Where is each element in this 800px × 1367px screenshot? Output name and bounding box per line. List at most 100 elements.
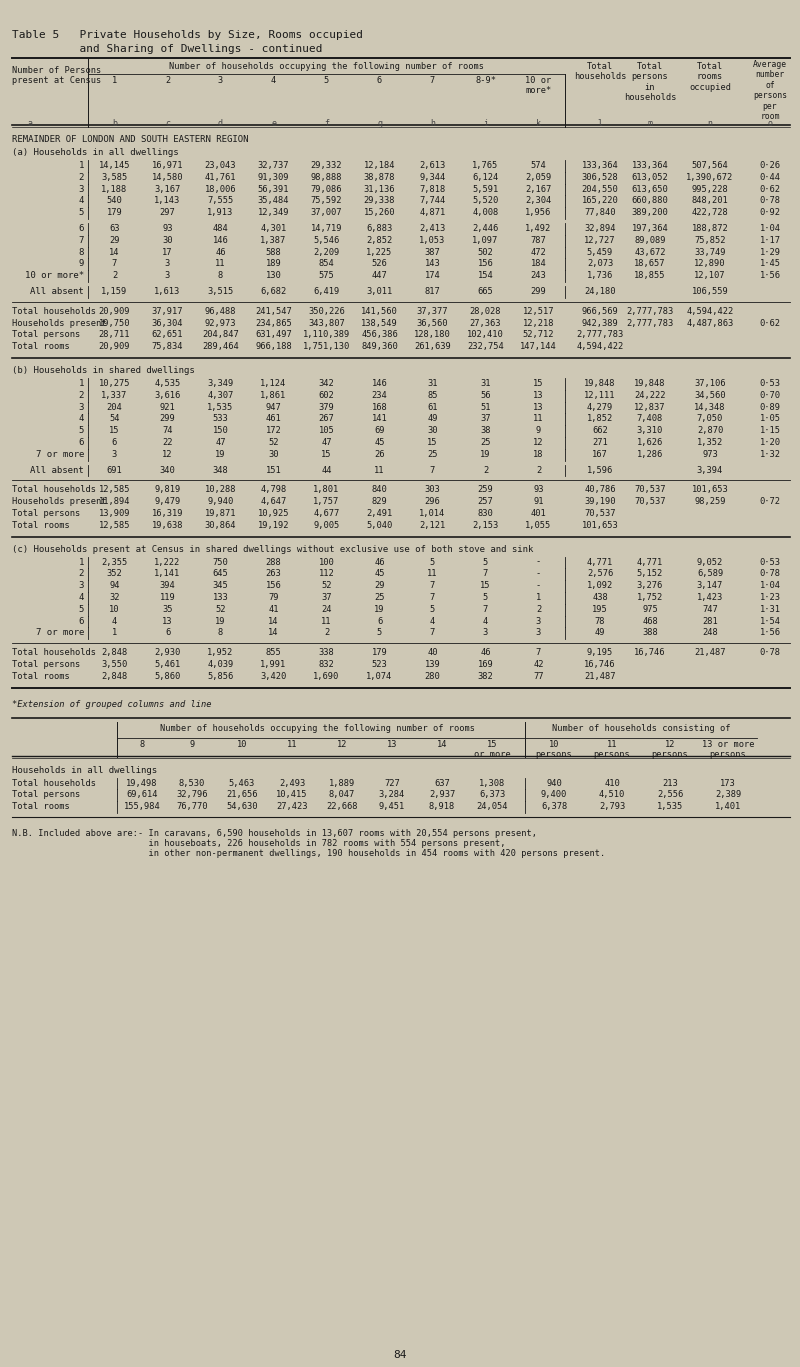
Text: 830: 830 (478, 509, 494, 518)
Text: 188,872: 188,872 (692, 224, 728, 232)
Text: 14: 14 (268, 629, 278, 637)
Text: 12,107: 12,107 (694, 271, 726, 280)
Text: 0·62: 0·62 (759, 319, 781, 328)
Text: 9,451: 9,451 (379, 802, 405, 811)
Text: 1,952: 1,952 (207, 648, 234, 658)
Text: 6: 6 (377, 617, 382, 626)
Text: 14: 14 (268, 617, 278, 626)
Text: 2: 2 (165, 77, 170, 85)
Text: 46: 46 (374, 558, 385, 566)
Text: 37,007: 37,007 (310, 208, 342, 217)
Text: 2,304: 2,304 (526, 197, 552, 205)
Text: 49: 49 (427, 414, 438, 424)
Text: 12,585: 12,585 (98, 521, 130, 530)
Text: 303: 303 (425, 485, 440, 495)
Text: 343,807: 343,807 (308, 319, 345, 328)
Text: 1: 1 (112, 77, 117, 85)
Text: 42: 42 (534, 660, 544, 668)
Text: 1,390,672: 1,390,672 (686, 172, 734, 182)
Text: 69,614: 69,614 (126, 790, 158, 800)
Text: 13: 13 (534, 403, 544, 411)
Text: 11: 11 (427, 570, 438, 578)
Text: 56,391: 56,391 (258, 185, 290, 194)
Text: 70,537: 70,537 (634, 485, 666, 495)
Text: 45: 45 (374, 570, 385, 578)
Text: 2,576: 2,576 (587, 570, 613, 578)
Text: 306,528: 306,528 (582, 172, 618, 182)
Text: 3: 3 (483, 629, 488, 637)
Text: 24,222: 24,222 (634, 391, 666, 399)
Text: 1: 1 (78, 558, 84, 566)
Text: 9: 9 (536, 427, 541, 435)
Text: 5,520: 5,520 (472, 197, 498, 205)
Text: 4,039: 4,039 (207, 660, 234, 668)
Text: 15: 15 (480, 581, 490, 591)
Text: 1·56: 1·56 (759, 629, 781, 637)
Text: 32,737: 32,737 (258, 161, 290, 170)
Text: 78: 78 (594, 617, 606, 626)
Text: 19,750: 19,750 (98, 319, 130, 328)
Text: 133: 133 (213, 593, 228, 601)
Text: Total households: Total households (12, 779, 96, 787)
Text: a: a (27, 119, 33, 128)
Text: 456,386: 456,386 (361, 331, 398, 339)
Text: 154: 154 (478, 271, 494, 280)
Text: 79: 79 (268, 593, 278, 601)
Text: 12,890: 12,890 (694, 260, 726, 268)
Text: 27,423: 27,423 (276, 802, 308, 811)
Text: 4,307: 4,307 (207, 391, 234, 399)
Text: 74: 74 (162, 427, 173, 435)
Text: 9,479: 9,479 (154, 498, 181, 506)
Text: 49: 49 (594, 629, 606, 637)
Text: 93: 93 (534, 485, 544, 495)
Text: 13 or more
persons: 13 or more persons (702, 740, 754, 759)
Text: 10,288: 10,288 (205, 485, 236, 495)
Text: 62,651: 62,651 (152, 331, 183, 339)
Text: Total
households: Total households (574, 62, 626, 82)
Text: 849,360: 849,360 (361, 342, 398, 351)
Text: 1,535: 1,535 (657, 802, 683, 811)
Text: b: b (112, 119, 117, 128)
Text: 2: 2 (78, 172, 84, 182)
Text: 0·78: 0·78 (759, 648, 781, 658)
Text: 23,043: 23,043 (205, 161, 236, 170)
Text: 151: 151 (266, 466, 282, 474)
Text: 20,909: 20,909 (98, 306, 130, 316)
Text: Average
number
of
persons
per
room: Average number of persons per room (753, 60, 787, 122)
Text: 92,973: 92,973 (205, 319, 236, 328)
Text: 3,515: 3,515 (207, 287, 234, 297)
Text: 197,364: 197,364 (632, 224, 668, 232)
Text: 942,389: 942,389 (582, 319, 618, 328)
Text: 1·17: 1·17 (759, 235, 781, 245)
Text: 2,413: 2,413 (419, 224, 446, 232)
Text: 10,415: 10,415 (276, 790, 308, 800)
Text: 1,913: 1,913 (207, 208, 234, 217)
Text: 2,870: 2,870 (697, 427, 723, 435)
Text: 1,143: 1,143 (154, 197, 181, 205)
Text: All absent: All absent (30, 287, 84, 297)
Text: 19: 19 (480, 450, 490, 459)
Text: 5,461: 5,461 (154, 660, 181, 668)
Text: 352: 352 (106, 570, 122, 578)
Text: 1,956: 1,956 (526, 208, 552, 217)
Text: 281: 281 (702, 617, 718, 626)
Text: 5,463: 5,463 (229, 779, 255, 787)
Text: 174: 174 (425, 271, 440, 280)
Text: 38: 38 (480, 427, 490, 435)
Text: 3: 3 (536, 617, 541, 626)
Text: 7: 7 (78, 235, 84, 245)
Text: 25: 25 (427, 450, 438, 459)
Text: 15,260: 15,260 (364, 208, 395, 217)
Text: 105: 105 (318, 427, 334, 435)
Text: 1: 1 (78, 161, 84, 170)
Text: 14: 14 (437, 740, 447, 749)
Text: 1,097: 1,097 (472, 235, 498, 245)
Text: Households in all dwellings: Households in all dwellings (12, 766, 157, 775)
Text: 10: 10 (110, 604, 120, 614)
Text: 36,560: 36,560 (417, 319, 448, 328)
Text: 6,589: 6,589 (697, 570, 723, 578)
Text: 8,918: 8,918 (429, 802, 455, 811)
Text: 26: 26 (374, 450, 385, 459)
Text: 184: 184 (530, 260, 546, 268)
Text: 10 or
more*: 10 or more* (526, 77, 552, 96)
